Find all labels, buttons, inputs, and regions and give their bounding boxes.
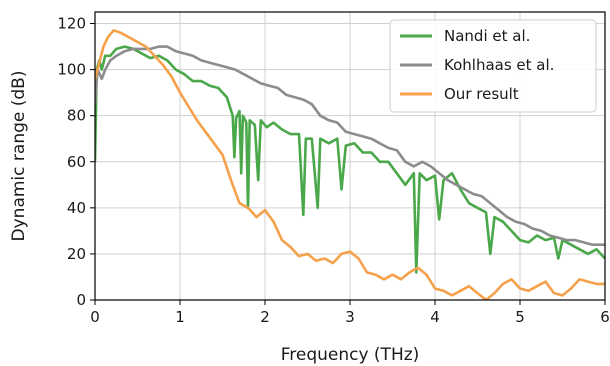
- x-tick-label: 4: [430, 308, 440, 326]
- y-tick-label: 60: [67, 153, 86, 171]
- y-tick-label: 40: [67, 199, 86, 217]
- y-tick-label: 120: [57, 15, 86, 33]
- y-tick-label: 100: [57, 61, 86, 79]
- series-line-2: [95, 29, 605, 300]
- x-tick-label: 1: [175, 308, 185, 326]
- legend-label-2: Our result: [444, 85, 519, 103]
- x-tick-label: 5: [515, 308, 525, 326]
- legend-box: [389, 19, 597, 113]
- series-line-1: [95, 45, 605, 246]
- x-tick-label: 3: [345, 308, 355, 326]
- legend: Nandi et al. Kohlhaas et al. Our result: [389, 19, 597, 113]
- y-tick-label: 80: [67, 107, 86, 125]
- x-tick-label: 2: [260, 308, 270, 326]
- y-tick-label: 20: [67, 245, 86, 263]
- legend-label-1: Kohlhaas et al.: [444, 56, 554, 74]
- legend-label-0: Nandi et al.: [444, 27, 530, 45]
- series-layer: [95, 29, 605, 300]
- series-line-0: [95, 45, 605, 274]
- x-tick-label: 0: [90, 308, 100, 326]
- y-tick-label: 0: [76, 291, 86, 309]
- x-tick-label: 6: [600, 308, 610, 326]
- y-axis-label: Dynamic range (dB): [9, 71, 29, 242]
- x-axis-label: Frequency (THz): [281, 345, 420, 365]
